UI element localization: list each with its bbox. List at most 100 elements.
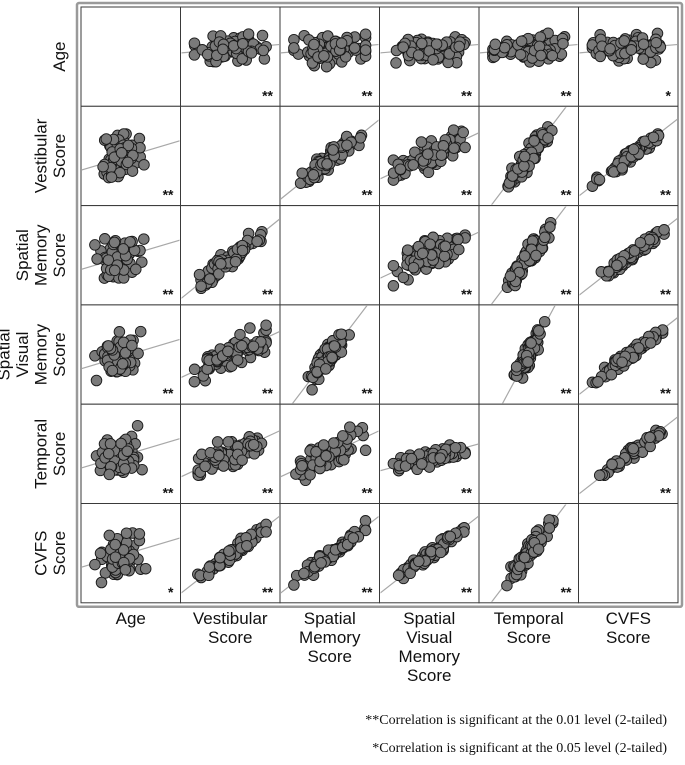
data-point <box>338 454 350 466</box>
significance-marker: ** <box>660 187 671 203</box>
cell-r3-c2: ** <box>279 304 380 405</box>
significance-marker: ** <box>561 584 572 600</box>
data-point <box>256 29 269 42</box>
data-point <box>394 163 407 175</box>
data-point <box>317 439 330 451</box>
data-point <box>102 340 115 352</box>
data-point <box>401 244 414 256</box>
significance-marker: ** <box>362 187 373 203</box>
data-point <box>424 238 436 250</box>
data-point <box>359 515 372 527</box>
row-label-line: Age <box>50 42 69 72</box>
data-point <box>315 557 327 569</box>
col-label-line: Score <box>606 628 650 647</box>
data-point <box>434 546 447 559</box>
data-point <box>407 159 419 171</box>
col-label-line: Age <box>116 609 146 628</box>
data-point <box>245 47 258 59</box>
data-point <box>416 247 429 260</box>
significance-marker: ** <box>461 87 472 103</box>
row-label-line: Memory <box>32 323 51 385</box>
data-point <box>522 356 534 368</box>
data-point <box>647 131 660 144</box>
data-point <box>318 50 330 62</box>
data-point <box>546 49 559 62</box>
row-label-line: Score <box>50 134 69 178</box>
data-point <box>459 141 471 154</box>
data-point <box>605 368 618 381</box>
significance-marker: ** <box>362 485 373 501</box>
data-point <box>89 558 101 571</box>
significance-marker: ** <box>461 286 472 302</box>
row-label-age: Age <box>50 42 69 72</box>
cell-r2-c3: ** <box>379 205 480 306</box>
data-point <box>237 38 249 50</box>
data-point <box>359 444 372 457</box>
data-point <box>634 236 647 249</box>
cell-r0-c5: * <box>578 6 679 107</box>
data-point <box>592 376 604 388</box>
col-label-age: Age <box>116 609 146 628</box>
cell-r2-c1: ** <box>180 205 281 306</box>
cell-r5-c0: * <box>80 503 181 604</box>
cell-r1-c5: ** <box>578 105 679 207</box>
cell-r5-c1: ** <box>180 503 281 604</box>
row-label-line: Vestibular <box>32 118 51 193</box>
data-point <box>452 233 464 246</box>
significance-marker: ** <box>561 286 572 302</box>
data-point <box>214 551 226 564</box>
data-point <box>416 37 428 50</box>
data-point <box>100 133 113 145</box>
data-point <box>115 147 128 159</box>
data-point <box>425 545 437 558</box>
significance-marker: ** <box>461 485 472 501</box>
data-point <box>397 271 410 284</box>
data-point <box>90 374 103 387</box>
data-point <box>106 364 119 377</box>
data-point <box>354 132 367 144</box>
data-point <box>616 356 628 368</box>
data-point <box>348 42 361 54</box>
significance-marker: ** <box>163 385 174 401</box>
data-point <box>530 249 542 262</box>
significance-marker: * <box>168 584 174 600</box>
row-label-line: Score <box>50 432 69 476</box>
data-point <box>335 37 348 49</box>
cell-r1-c2: ** <box>279 105 380 207</box>
data-point <box>195 280 207 292</box>
row-label-line: Score <box>50 332 69 376</box>
cell-border <box>379 304 480 405</box>
data-point <box>108 236 121 249</box>
data-point <box>223 545 235 557</box>
data-point <box>525 337 537 349</box>
data-point <box>119 564 132 576</box>
data-point <box>347 532 360 544</box>
col-label-line: Score <box>407 666 451 685</box>
data-point <box>222 436 235 448</box>
data-point <box>260 319 272 331</box>
significance-marker: ** <box>163 286 174 302</box>
data-point <box>241 540 253 552</box>
significance-marker: ** <box>262 87 273 103</box>
data-point <box>296 460 308 472</box>
significance-marker: ** <box>660 485 671 501</box>
row-label-line: Spatial <box>0 329 14 381</box>
data-point <box>392 569 405 582</box>
cell-r3-c5: ** <box>578 304 679 405</box>
data-point <box>217 43 229 56</box>
cell-r4-c2: ** <box>279 403 380 505</box>
data-point <box>328 340 341 352</box>
data-point <box>131 419 144 432</box>
col-label-line: Score <box>308 647 352 666</box>
data-point <box>296 167 308 179</box>
cell-r1-c0: ** <box>80 105 181 207</box>
data-point <box>104 438 117 450</box>
significance-marker: ** <box>561 385 572 401</box>
data-point <box>637 38 650 50</box>
data-point <box>89 239 101 251</box>
data-point <box>236 339 248 352</box>
data-point <box>448 142 460 154</box>
matrix-outer-frame <box>75 1 684 609</box>
